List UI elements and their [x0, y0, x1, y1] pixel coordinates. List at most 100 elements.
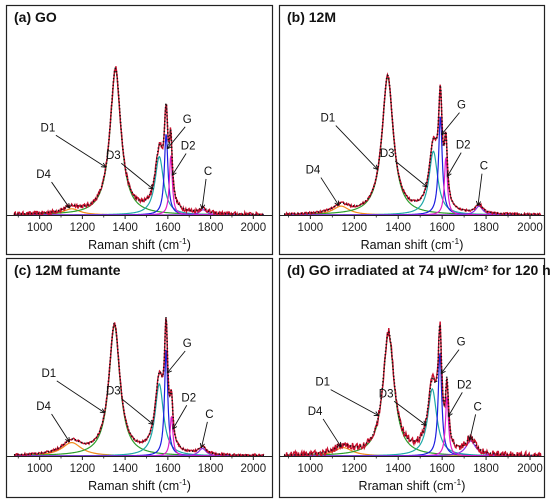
arrowhead — [421, 420, 427, 426]
arrowhead — [372, 164, 379, 170]
x-tick-label: 1800 — [473, 222, 499, 234]
peak-label-d3: D3 — [106, 385, 121, 397]
panel-frame — [5, 257, 274, 499]
peak-label-d2: D2 — [181, 140, 196, 152]
peak-label-g: G — [457, 100, 466, 112]
arrowhead — [468, 435, 474, 441]
peak-label-c: C — [473, 401, 481, 413]
arrowhead — [166, 143, 172, 150]
panel-4: (d) GO irradiated at 74 μW/cm² for 120 h… — [278, 257, 550, 499]
peak-callout-line — [330, 389, 379, 417]
peak-callout-line — [51, 181, 70, 209]
x-axis-label: Raman shift (cm-1) — [88, 236, 191, 252]
x-tick-label: 1000 — [27, 463, 53, 475]
peak-label-d2: D2 — [181, 392, 196, 404]
peak-label-d1: D1 — [320, 113, 335, 125]
x-tick-label: 1600 — [155, 463, 181, 475]
plot-area — [13, 317, 265, 456]
panel-title: (c) 12M fumante — [14, 262, 121, 278]
peak-callout-line — [446, 152, 462, 177]
x-tick-label: 1200 — [70, 463, 96, 475]
peak-label-d1: D1 — [41, 368, 56, 380]
peak-label-d3: D3 — [380, 148, 395, 160]
arrowhead — [65, 437, 71, 443]
plot-area — [13, 66, 265, 215]
peak-d1 — [14, 68, 264, 215]
peak-callout-line — [166, 350, 186, 374]
peak-d1 — [283, 76, 541, 215]
peak-label-d1: D1 — [315, 377, 330, 389]
fit-envelope — [13, 67, 265, 215]
plot-area — [283, 321, 542, 456]
x-axis-label: Raman shift (cm-1) — [361, 236, 464, 252]
peak-callout-line — [335, 125, 379, 170]
panel-frame — [5, 4, 274, 256]
peak-d2 — [14, 155, 264, 215]
peak-callout-line — [51, 413, 70, 443]
x-tick-label: 1800 — [198, 222, 224, 234]
peak-callout-line — [55, 134, 107, 168]
x-tick-label: 2000 — [241, 463, 267, 475]
arrowhead — [148, 419, 154, 425]
experimental-spectrum — [13, 317, 265, 456]
x-tick-label: 1000 — [298, 222, 324, 234]
peak-label-d4: D4 — [308, 406, 323, 418]
peak-callout-line — [440, 349, 460, 374]
fit-envelope — [283, 321, 541, 456]
peak-callout-line — [56, 380, 106, 414]
arrowhead — [171, 170, 177, 176]
peak-callout-line — [171, 153, 187, 176]
peak-d3 — [284, 387, 541, 456]
peak-label-d3: D3 — [379, 388, 394, 400]
peak-g — [14, 134, 264, 215]
x-tick-label: 1400 — [385, 222, 411, 234]
peak-label-c: C — [204, 166, 212, 178]
arrowhead — [446, 171, 452, 177]
peak-callout-line — [121, 162, 154, 190]
arrowhead — [336, 441, 342, 448]
peak-label-d4: D4 — [36, 401, 51, 413]
peak-label-c: C — [480, 161, 488, 173]
peak-callout-line — [441, 112, 460, 135]
x-tick-label: 1600 — [429, 222, 455, 234]
x-tick-label: 2000 — [241, 222, 267, 234]
x-tick-label: 1400 — [385, 463, 411, 475]
panel-frame — [278, 257, 546, 499]
arrowhead — [447, 411, 453, 417]
peak-d3 — [14, 155, 264, 215]
panel-title: (a) GO — [14, 9, 57, 25]
panel-title: (b) 12M — [287, 9, 336, 25]
arrowhead — [172, 424, 178, 430]
experimental-spectrum — [283, 72, 542, 215]
arrowhead — [99, 408, 106, 414]
peak-label-d2: D2 — [457, 379, 472, 391]
peak-label-d1: D1 — [41, 122, 56, 134]
arrowhead — [200, 204, 206, 210]
peak-callout-line — [469, 414, 477, 441]
peak-label-d4: D4 — [36, 169, 51, 181]
panel-2: (b) 12M 1000 1200 1400 1600 1800 2000 Raman shi… — [278, 4, 546, 256]
panel-1: (a) GO 1000 1200 1400 1600 1800 2000 Raman shif… — [5, 4, 274, 256]
peak-label-g: G — [183, 114, 192, 126]
peak-d1 — [14, 324, 264, 456]
peak-label-g: G — [183, 338, 192, 350]
x-tick-label: 2000 — [517, 463, 543, 475]
peak-c — [284, 205, 542, 215]
peak-label-g: G — [457, 337, 466, 349]
fit-envelope — [13, 317, 265, 456]
x-tick-label: 1800 — [473, 463, 499, 475]
arrowhead — [199, 442, 205, 449]
peak-label-d4: D4 — [306, 165, 321, 177]
x-tick-label: 1000 — [298, 463, 324, 475]
peak-label-d3: D3 — [106, 150, 121, 162]
panel-title: (d) GO irradiated at 74 μW/cm² for 120 h — [287, 262, 550, 278]
peak-label-c: C — [205, 409, 213, 421]
experimental-spectrum — [283, 321, 542, 456]
x-axis-label: Raman shift (cm-1) — [88, 477, 191, 493]
peak-callout-line — [201, 178, 207, 210]
fit-envelope — [283, 74, 541, 215]
arrowhead — [441, 129, 447, 136]
arrowhead — [475, 200, 482, 206]
peak-callout-line — [447, 392, 463, 417]
